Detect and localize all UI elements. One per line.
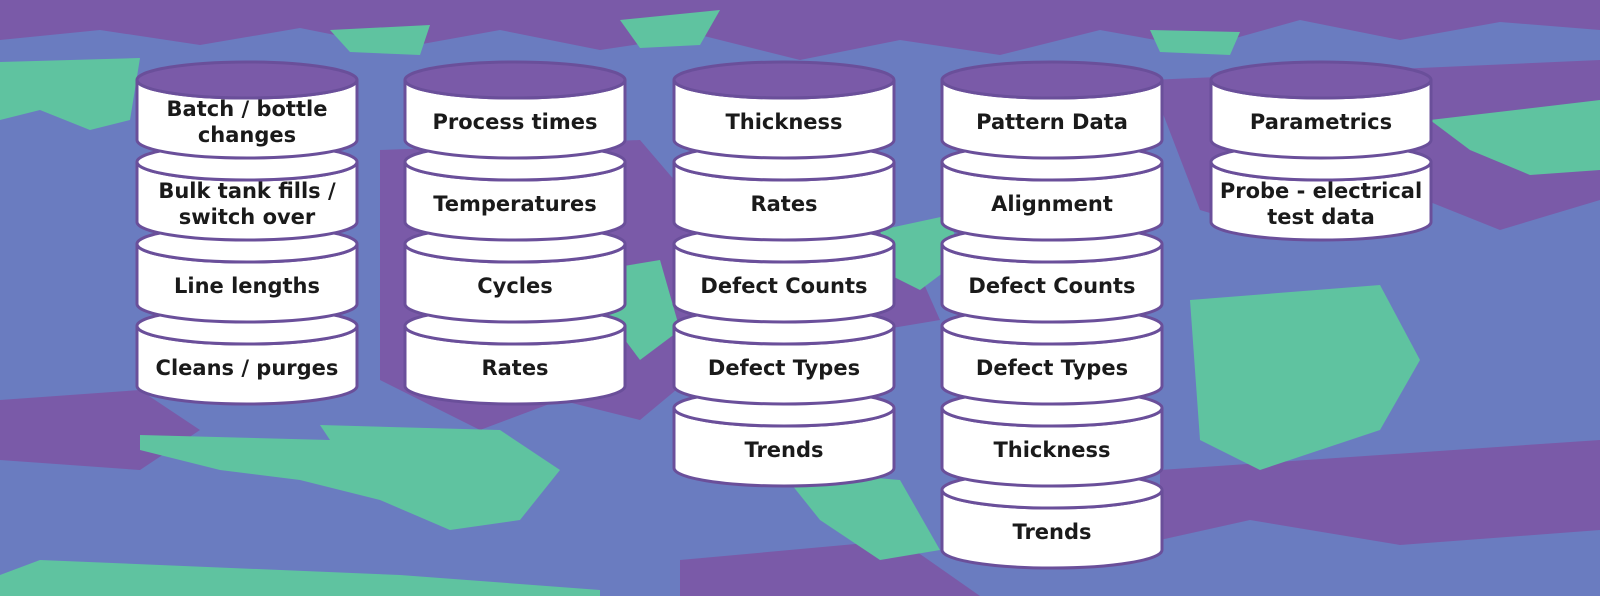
cylinder-label: Temperatures — [433, 192, 597, 216]
cylinder-label: Rates — [750, 192, 818, 216]
cylinder-label: Pattern Data — [976, 110, 1128, 134]
cylinder-label: Parametrics — [1249, 110, 1393, 134]
data-column-5: Parametrics Probe - electrical test data — [1209, 60, 1433, 242]
cylinder-label: Defect Counts — [968, 274, 1136, 298]
cylinder-shape — [672, 388, 896, 488]
database-cylinder: Parametrics — [1209, 60, 1433, 162]
data-column-2: Process times Temperatures Cycles Rates — [403, 60, 627, 406]
database-cylinder: Thickness — [672, 60, 896, 162]
database-cylinder: Batch / bottle changes — [135, 60, 359, 162]
cylinder-label: Thickness — [725, 110, 843, 134]
cylinder-label: Defect Types — [975, 356, 1129, 380]
cylinder-label: Defect Types — [707, 356, 861, 380]
cylinder-label: Thickness — [993, 438, 1111, 462]
database-cylinder: Process times — [403, 60, 627, 162]
database-cylinder: Trends — [940, 470, 1164, 572]
cylinder-shape — [135, 60, 359, 160]
data-column-1: Batch / bottle changes Bulk tank fills / … — [135, 60, 359, 406]
data-column-3: Thickness Rates Defect Counts Defect Types T… — [672, 60, 896, 488]
cylinder-label: Line lengths — [174, 274, 320, 298]
cylinder-shape — [672, 60, 896, 160]
cylinder-shape — [940, 60, 1164, 160]
cylinder-label: Process times — [432, 110, 598, 134]
database-cylinder: Pattern Data — [940, 60, 1164, 162]
cylinder-label: Batch / bottle changes — [166, 97, 328, 147]
database-cylinder: Trends — [672, 388, 896, 490]
data-column-4: Pattern Data Alignment Defect Counts Defect… — [940, 60, 1164, 570]
cylinder-shape — [1209, 60, 1433, 160]
database-cylinder: Probe - electrical test data — [1209, 142, 1433, 244]
cylinder-shape — [403, 60, 627, 160]
cylinder-label: Cleans / purges — [155, 356, 339, 380]
cylinder-label: Trends — [744, 438, 824, 462]
cylinder-label: Bulk tank fills / switch over — [158, 179, 336, 229]
cylinder-label: Defect Counts — [700, 274, 868, 298]
cylinder-label: Alignment — [991, 192, 1113, 216]
cylinder-label: Cycles — [477, 274, 553, 298]
cylinder-label: Trends — [1012, 520, 1092, 544]
cylinder-label: Probe - electrical test data — [1219, 179, 1423, 229]
cylinder-label: Rates — [481, 356, 549, 380]
